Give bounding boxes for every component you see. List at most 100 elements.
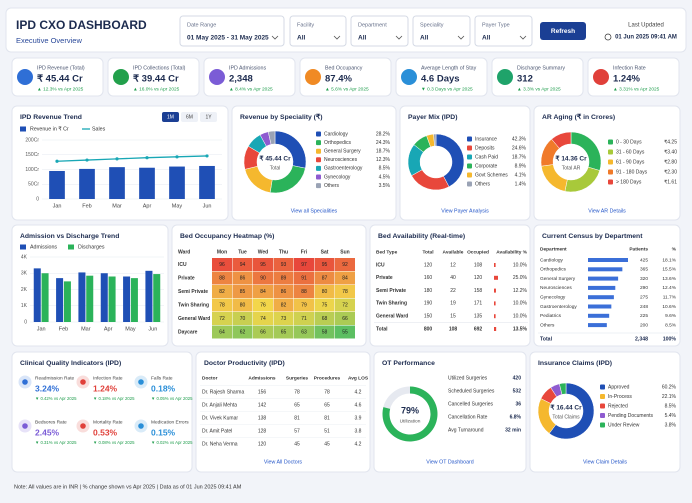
- x-tick-label: Feb: [82, 203, 91, 209]
- bar: [123, 276, 131, 322]
- table-cell: General Surgery: [540, 276, 576, 282]
- filter-box[interactable]: [412, 15, 471, 47]
- panel-title: OT Performance: [382, 360, 435, 367]
- table-cell: 51: [324, 428, 330, 434]
- filter-box[interactable]: [474, 15, 533, 47]
- table-cell: Gastroenterology: [540, 304, 577, 310]
- kpi-value: 87.4%: [325, 74, 352, 85]
- stat-value: 36: [515, 401, 521, 407]
- y-tick-label: 200Cr: [25, 137, 39, 143]
- panel-title: Current Census by Department: [542, 233, 643, 240]
- toggle[interactable]: [162, 112, 179, 122]
- heat-cell: [212, 258, 232, 271]
- legend-swatch: [608, 179, 613, 185]
- refresh-label[interactable]: Refresh: [551, 28, 575, 35]
- legend-swatch: [608, 169, 613, 175]
- table-cell: 156: [258, 389, 267, 395]
- panel-title: Clinical Quality Indicators (IPD): [20, 360, 121, 367]
- legend-value: 3.8%: [665, 422, 677, 428]
- y-tick-label: 1K: [21, 303, 28, 309]
- filter-box[interactable]: [350, 15, 409, 47]
- donut-segment: [548, 382, 595, 440]
- card: [491, 57, 584, 97]
- toggle-label[interactable]: 6M: [186, 114, 193, 120]
- legend-swatch: [600, 422, 605, 428]
- legend-label: Pending Documents: [608, 413, 654, 419]
- table-cell: 4.6: [355, 402, 362, 408]
- legend-swatch: [467, 172, 472, 178]
- toggle-label[interactable]: 1M: [167, 114, 174, 120]
- legend-label: Discharges: [78, 244, 105, 250]
- table-cell: 13.6%: [662, 276, 676, 282]
- center-value: ₹ 45.44 Cr: [259, 155, 291, 163]
- indicator-icon-dot: [138, 379, 144, 385]
- link[interactable]: View all Specialities: [291, 208, 338, 214]
- column-header: Admissions: [248, 375, 276, 381]
- cell-value: 82: [219, 289, 225, 295]
- link[interactable]: View AR Details: [588, 208, 626, 214]
- filter-box[interactable]: [289, 15, 347, 47]
- heat-cell: [335, 271, 355, 285]
- filter-value: All: [358, 35, 367, 42]
- refresh-button[interactable]: [540, 22, 586, 40]
- table-cell: 65: [294, 402, 300, 408]
- toggle-label[interactable]: 1Y: [205, 114, 212, 120]
- kpi-icon: [497, 69, 513, 85]
- card: [11, 57, 104, 97]
- legend-value: ₹1.61: [664, 179, 677, 185]
- link[interactable]: View Claim Details: [583, 459, 627, 465]
- line: [56, 155, 208, 162]
- legend-swatch: [20, 126, 26, 132]
- column-header: Occupied: [467, 249, 489, 255]
- card: [203, 57, 296, 97]
- toggle[interactable]: [181, 112, 198, 122]
- label: 01 Jun 2025 09:41 AM: [615, 35, 677, 41]
- link[interactable]: View OT Dashboard: [426, 459, 474, 465]
- cell-value: 96: [219, 262, 225, 268]
- kpi-icon: [209, 69, 225, 85]
- legend-value: 24.6%: [512, 145, 527, 151]
- availability-bar: [494, 288, 496, 293]
- donut-segment: [551, 131, 572, 149]
- heat-cell: [232, 298, 253, 312]
- panel-title: Bed Availability (Real-time): [378, 233, 465, 240]
- bar: [41, 273, 49, 322]
- kpi-value: ₹ 39.44 Cr: [133, 74, 179, 85]
- clock-icon: [604, 33, 612, 41]
- filter-label: Facility: [297, 22, 314, 28]
- cell-value: 55: [342, 329, 348, 335]
- column-header: Thu: [279, 249, 288, 255]
- heat-cell: [273, 325, 294, 339]
- table-cell: Dr. Vivek Kumar: [202, 415, 238, 421]
- legend-value: 4.5%: [379, 174, 391, 180]
- heat-cell: [253, 271, 273, 285]
- line-point: [55, 159, 59, 163]
- x-tick-label: Jun: [148, 326, 157, 332]
- table-cell: 108: [449, 326, 458, 332]
- legend-label: Revenue in ₹ Cr: [30, 126, 69, 132]
- table-cell: 3.9: [355, 415, 362, 421]
- heat-cell: [253, 298, 273, 312]
- donut-segment: [267, 130, 276, 145]
- cell-value: 90: [260, 275, 266, 281]
- legend-label: 61 - 90 Days: [616, 159, 645, 165]
- cell-value: 63: [301, 329, 307, 335]
- cell-value: 86: [240, 275, 246, 281]
- indicator-value: 0.53%: [93, 427, 118, 437]
- kpi-value: 2,348: [229, 74, 253, 85]
- filter-label: Speciality: [420, 22, 444, 28]
- kpi-label: Average Length of Stay: [421, 65, 477, 71]
- stat-label: Cancelled Surgeries: [448, 401, 494, 407]
- column-header: Total: [422, 249, 433, 255]
- link[interactable]: View All Doctors: [264, 459, 303, 465]
- link[interactable]: View Payer Analysis: [441, 208, 489, 214]
- panel-title: Bed Occupancy Heatmap (%): [180, 233, 274, 240]
- row-label: Private: [178, 275, 195, 281]
- table-cell: 45: [294, 441, 300, 447]
- indicator-value: 1.24%: [93, 383, 118, 393]
- legend-swatch: [316, 183, 321, 189]
- toggle[interactable]: [200, 112, 217, 122]
- heat-cell: [253, 312, 273, 325]
- filter-box[interactable]: [179, 15, 285, 47]
- cell-value: 92: [342, 262, 348, 268]
